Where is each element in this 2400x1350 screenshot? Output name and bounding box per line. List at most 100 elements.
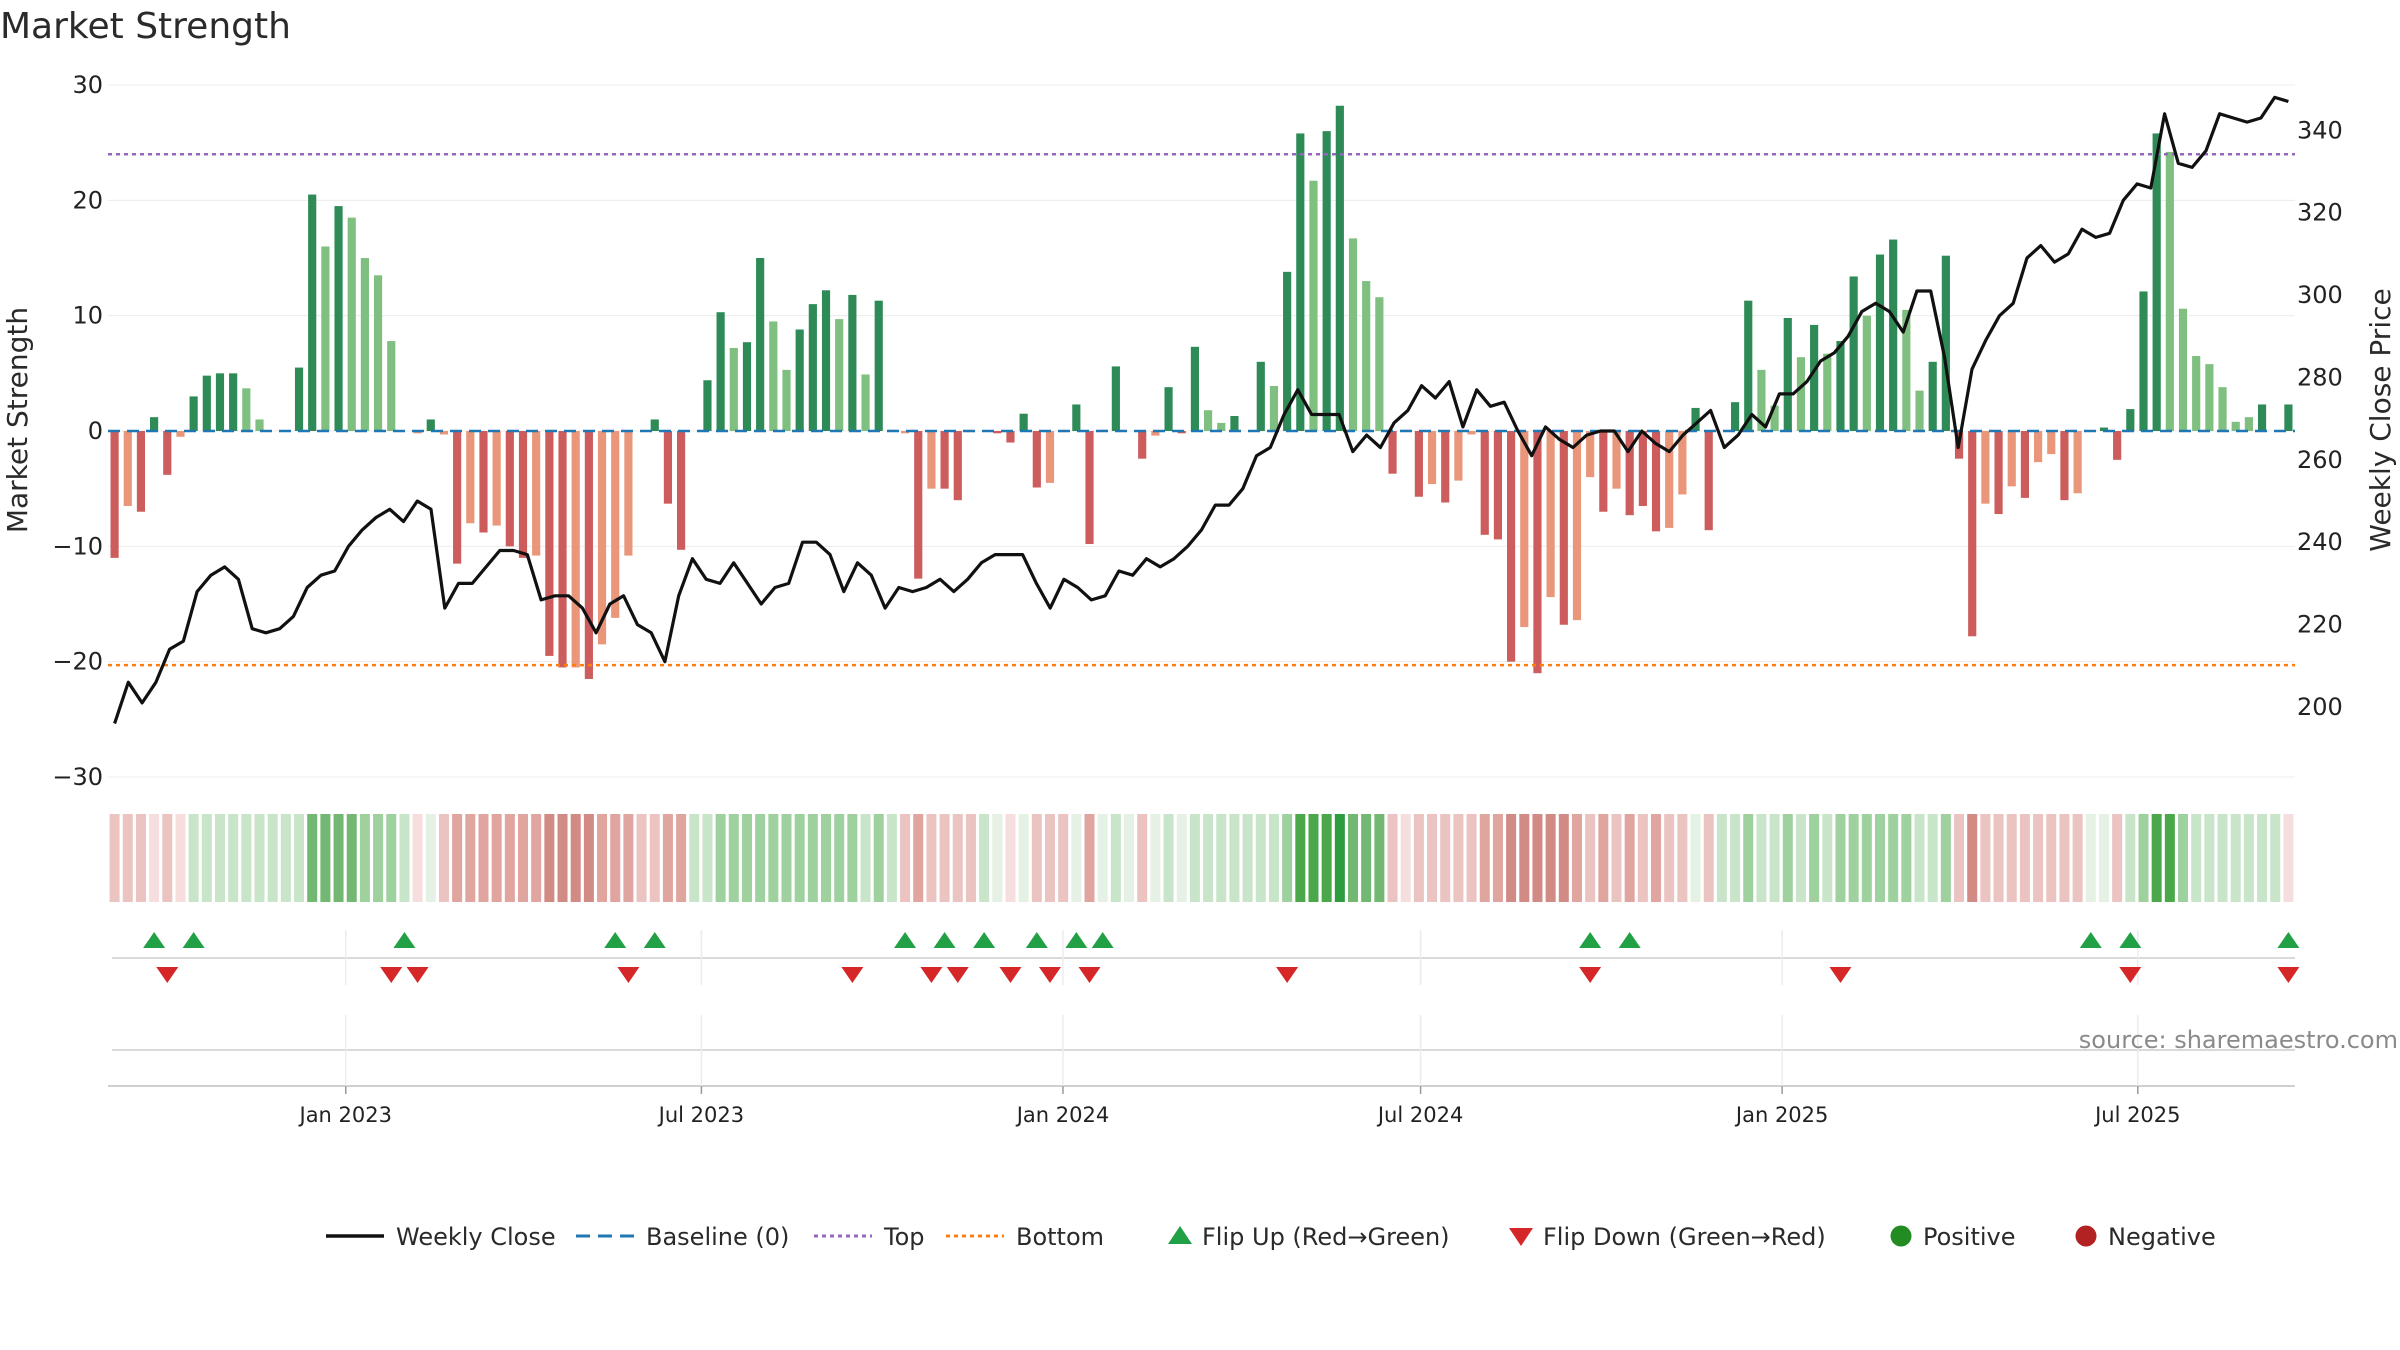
heat-cell [307,814,318,902]
strength-bar [1849,276,1858,431]
date-tick-label: Jan 2025 [1734,1103,1829,1127]
flip-down-marker [1038,967,1061,983]
strength-bar [2165,151,2174,432]
left-tick-label: 30 [72,71,103,99]
heat-cell [1189,814,1200,902]
strength-bar [1651,431,1661,532]
heat-cell [2125,814,2136,902]
heat-cell [2217,814,2228,902]
heat-cell [900,814,911,902]
flip-up-marker [894,932,917,948]
strength-bar [1467,431,1476,435]
heat-cell [333,814,344,902]
heat-cell [1624,814,1635,902]
heat-cell [965,814,976,902]
heat-cell [1545,814,1556,902]
strength-bar [2073,431,2082,494]
left-axis-title: Market Strength [1,307,34,533]
right-tick-label: 200 [2297,693,2343,721]
heat-cell [517,814,529,902]
right-tick-label: 320 [2297,199,2343,227]
legend-label-positive: Positive [1923,1223,2016,1251]
strength-bar [993,431,1002,434]
heat-cell [2257,814,2268,902]
strength-bar [373,275,383,431]
heat-cell [2283,814,2294,902]
heat-cell [1150,814,1161,902]
heat-cell [320,814,331,902]
strength-bar [1256,361,1265,431]
heat-cell [886,814,897,902]
strength-bar [2284,404,2293,431]
right-tick-label: 240 [2297,528,2343,556]
heat-cell [1730,814,1741,902]
heat-cell [1018,814,1029,902]
heat-cell [1479,814,1490,902]
strength-bar [914,431,923,579]
strength-bar [2034,431,2043,463]
flip-up-marker [1579,932,1602,948]
strength-bar [321,246,330,431]
heat-cell [1743,814,1754,902]
heat-cell [834,814,845,902]
strength-bar [1454,431,1463,481]
strength-bar [1441,431,1450,503]
heat-cell [1255,814,1266,902]
strength-bar [1928,361,1937,431]
strength-bar [1072,404,1081,431]
heat-cell [1848,814,1859,902]
strength-bar [782,369,791,431]
heat-cell [1334,814,1345,902]
heat-cell [1571,814,1582,902]
heat-cell [1677,814,1688,902]
right-tick-label: 260 [2297,446,2343,474]
heat-cell [149,814,160,902]
heat-cell [873,814,884,902]
heat-cell [1651,814,1662,902]
strength-bar [150,417,159,431]
strength-bar [1665,431,1674,528]
strength-bar [1032,431,1041,488]
strength-bar [558,431,567,668]
strength-bar [308,194,317,431]
flip-down-marker [2277,967,2300,983]
heat-cell [1097,814,1108,902]
strength-bar [1283,271,1292,431]
strength-bar [611,431,620,618]
strength-bar [2020,431,2030,498]
strength-bar [1994,431,2003,515]
flip-down-marker [156,967,179,983]
strength-bar [703,380,712,431]
strength-bar [1770,405,1779,431]
strength-bar [650,419,659,431]
heat-cell [1861,814,1872,902]
heat-cell [1519,814,1530,902]
left-tick-label: 10 [72,302,103,330]
strength-bar [742,342,752,431]
heat-cell [1835,814,1846,902]
strength-bar [492,431,501,526]
strength-bar [2007,431,2016,487]
strength-bar [1941,255,1950,431]
strength-bar [439,431,449,435]
heat-cell [1229,814,1240,902]
strength-bar [2047,431,2056,455]
heat-cell [1084,814,1095,902]
strength-bar [202,375,211,431]
heat-cell [201,814,212,902]
legend-label-flip_up: Flip Up (Red→Green) [1202,1223,1450,1251]
heat-cell [1585,814,1596,902]
heat-cell [1598,814,1609,902]
heat-cell [768,814,779,902]
strength-bar [571,431,580,668]
heat-cell [715,814,726,902]
heat-cell [438,814,449,902]
strength-bar [1520,431,1529,628]
heat-cell [1901,814,1912,902]
heat-cell [2151,814,2162,902]
heat-cell [122,814,133,902]
flip-up-marker [973,932,996,948]
flip-down-marker [920,967,943,983]
heat-cell [465,814,476,902]
heat-cell [1954,814,1965,902]
